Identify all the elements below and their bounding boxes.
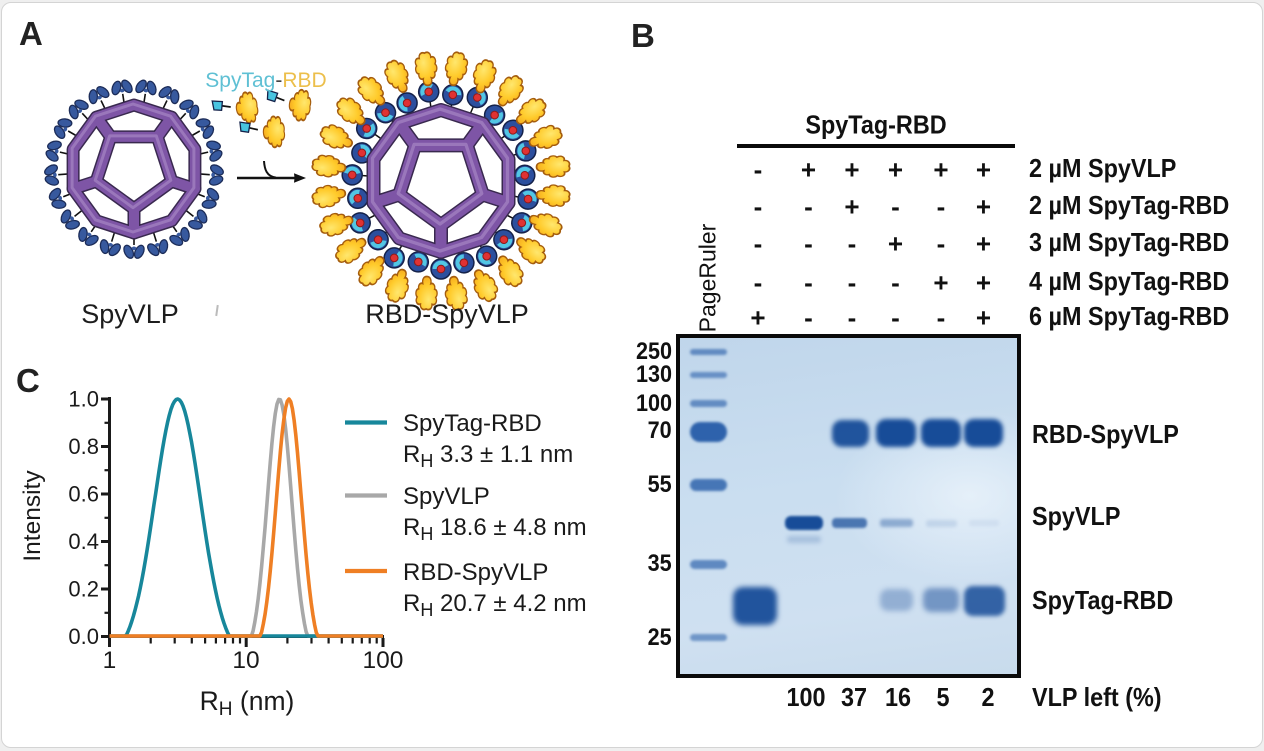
svg-text:RH (nm): RH (nm) — [200, 686, 295, 720]
svg-text:SpyTag-RBD: SpyTag-RBD — [403, 410, 542, 437]
svg-text:Intensity: Intensity — [19, 470, 46, 562]
svg-text:0.0: 0.0 — [68, 624, 99, 649]
svg-text:RH 3.3 ± 1.1 nm: RH 3.3 ± 1.1 nm — [403, 441, 573, 471]
svg-text:10: 10 — [232, 647, 259, 674]
svg-text:RH 18.6 ± 4.8 nm: RH 18.6 ± 4.8 nm — [403, 514, 587, 544]
svg-text:SpyTag-RBD: SpyTag-RBD — [205, 69, 326, 92]
svg-text:RH 20.7 ± 4.2 nm: RH 20.7 ± 4.2 nm — [403, 590, 587, 620]
svg-text:SpyVLP: SpyVLP — [403, 483, 490, 510]
svg-text:0.6: 0.6 — [68, 482, 99, 507]
svg-text:RBD-SpyVLP: RBD-SpyVLP — [403, 559, 548, 586]
svg-text:100: 100 — [363, 647, 404, 674]
svg-text:1.0: 1.0 — [68, 387, 99, 412]
svg-text:0.4: 0.4 — [68, 529, 99, 554]
svg-text:0.8: 0.8 — [68, 434, 99, 459]
svg-text:0.2: 0.2 — [68, 577, 99, 602]
svg-text:1: 1 — [103, 647, 117, 674]
